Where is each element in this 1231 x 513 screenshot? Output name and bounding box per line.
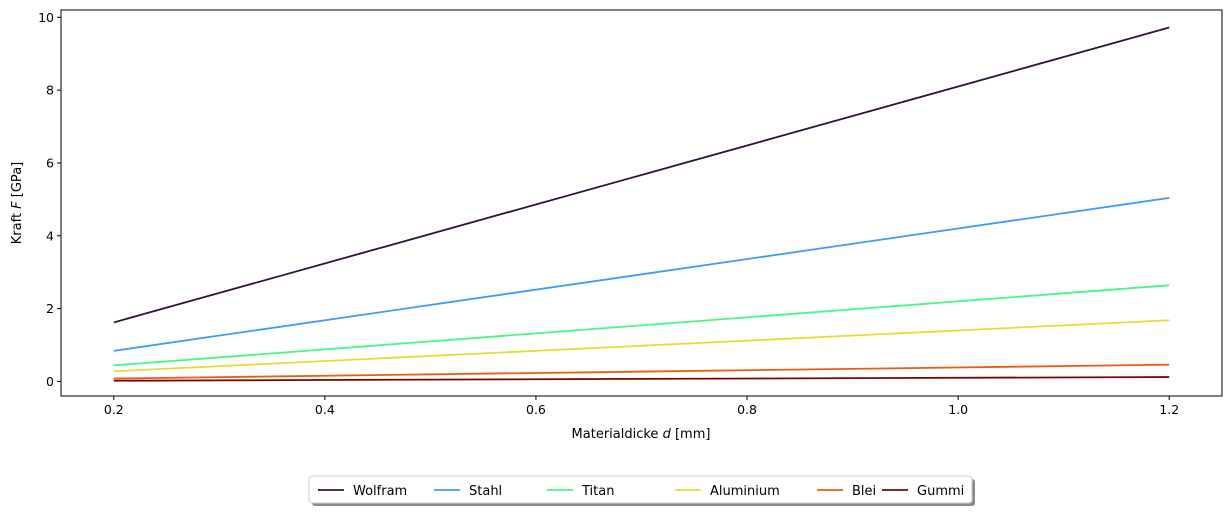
y-tick-label: 8: [46, 83, 54, 98]
y-tick-label: 4: [46, 228, 54, 243]
x-tick-label: 1.0: [948, 402, 968, 417]
series-line-aluminium: [113, 319, 1170, 373]
series-line-gummi: [113, 376, 1170, 382]
legend-label-titan: Titan: [581, 484, 614, 499]
legend: Wolfram Stahl Titan Aluminium Blei Gummi: [308, 475, 975, 506]
x-tick-label: 1.2: [1159, 402, 1179, 417]
legend-label-gummi: Gummi: [917, 484, 964, 499]
series-line-wolfram: [113, 26, 1170, 324]
y-axis-ticks: 0 2 4 6 8 10: [38, 10, 61, 389]
x-tick-label: 0.2: [104, 402, 124, 417]
series-layer: [113, 26, 1170, 382]
x-tick-label: 0.8: [737, 402, 757, 417]
series-line-blei: [113, 363, 1170, 380]
series-line-stahl: [113, 197, 1170, 352]
legend-box: [308, 475, 973, 504]
x-tick-label: 0.6: [526, 402, 546, 417]
y-axis-label: Kraft F [GPa]: [10, 162, 25, 244]
x-tick-label: 0.4: [315, 402, 335, 417]
y-tick-label: 10: [38, 10, 54, 25]
legend-items: Wolfram Stahl Titan Aluminium Blei Gummi: [318, 484, 964, 499]
x-axis-label: Materialdicke d [mm]: [572, 427, 711, 442]
x-axis-ticks: 0.2 0.4 0.6 0.8 1.0 1.2: [104, 396, 1179, 417]
plot-frame: [60, 9, 1223, 397]
legend-label-wolfram: Wolfram: [353, 484, 407, 499]
legend-label-blei: Blei: [852, 484, 876, 499]
legend-label-aluminium: Aluminium: [710, 484, 780, 499]
plot-area: [61, 10, 1222, 396]
legend-label-stahl: Stahl: [469, 484, 502, 499]
y-tick-label: 0: [46, 374, 54, 389]
y-tick-label: 2: [46, 301, 54, 316]
y-tick-label: 6: [46, 155, 54, 170]
series-line-titan: [113, 284, 1170, 367]
